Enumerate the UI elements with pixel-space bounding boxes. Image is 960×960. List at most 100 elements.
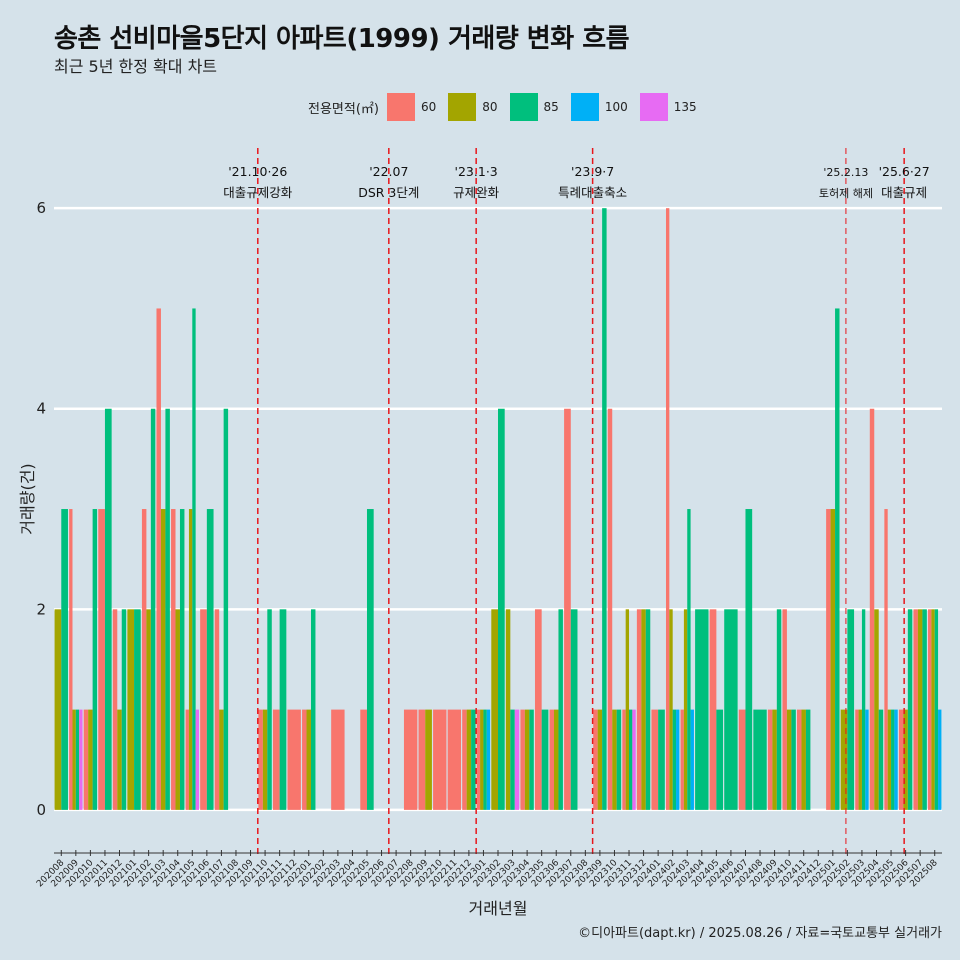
legend-item-135: 135 <box>639 93 697 121</box>
bar-202302-85 <box>498 408 505 810</box>
legend-swatch-85 <box>509 93 538 121</box>
bar-202112-60 <box>287 709 301 810</box>
y-tick-label: 6 <box>36 199 46 217</box>
bar-202208-60 <box>403 709 418 810</box>
event-date-0: '21.10·26 <box>228 164 287 179</box>
legend-swatch-80 <box>448 93 477 121</box>
bar-202209-80 <box>425 709 432 810</box>
legend-item-60: 60 <box>386 93 436 121</box>
bar-202008-85 <box>61 509 68 810</box>
legend-swatch-135 <box>639 93 668 121</box>
bar-202105-60 <box>185 709 189 810</box>
bar-202306-85 <box>558 609 563 810</box>
bar-202406-85 <box>724 609 738 810</box>
bar-202305-85 <box>541 709 549 810</box>
event-label-1: DSR 3단계 <box>358 185 419 200</box>
event-label-4: 토허제 해제 <box>819 186 873 200</box>
bar-202504-80 <box>874 609 879 810</box>
bar-202401-60 <box>651 709 659 810</box>
bar-202506-60 <box>898 709 904 810</box>
bar-202310-85 <box>616 709 622 810</box>
bar-202411-80 <box>801 709 806 810</box>
bar-202311-135 <box>632 709 636 810</box>
bar-202409-60 <box>767 709 773 810</box>
bar-202102-60 <box>141 509 147 810</box>
bar-202404-85 <box>695 609 709 810</box>
bar-202503-60 <box>855 709 859 810</box>
bar-202501-60 <box>826 509 831 810</box>
bar-202508-80 <box>931 609 935 810</box>
bar-202506-85 <box>907 609 913 810</box>
bar-202403-100 <box>690 709 694 810</box>
bar-202104-85 <box>179 509 185 810</box>
bar-202210-60 <box>433 709 447 810</box>
bar-202405-60 <box>709 609 717 810</box>
bar-202502-85 <box>847 609 855 810</box>
bar-202402-85 <box>672 709 677 810</box>
bar-202408-85 <box>753 709 767 810</box>
legend-item-80: 80 <box>448 93 498 121</box>
bar-202101-80 <box>127 609 135 810</box>
legend-item-100: 100 <box>570 93 628 121</box>
bar-202302-80 <box>491 609 498 810</box>
bar-202105-85 <box>192 308 196 810</box>
bar-202107-85 <box>223 408 229 810</box>
bar-202507-80 <box>917 609 923 810</box>
bar-202502-80 <box>840 709 848 810</box>
bar-202508-60 <box>928 609 932 810</box>
bar-202107-80 <box>219 709 224 810</box>
bar-202010-60 <box>83 709 89 810</box>
bar-202409-80 <box>772 709 777 810</box>
bar-202504-85 <box>878 709 884 810</box>
bar-202407-60 <box>738 709 746 810</box>
bar-202505-60 <box>884 509 888 810</box>
bar-202312-80 <box>641 609 646 810</box>
bar-202101-85 <box>134 609 141 810</box>
bar-202503-85 <box>861 609 866 810</box>
y-tick-label: 2 <box>36 600 46 618</box>
event-date-1: '22.07 <box>369 164 408 179</box>
bar-202301-85 <box>483 709 487 810</box>
bar-202105-80 <box>188 509 193 810</box>
bar-202505-85 <box>891 709 895 810</box>
bar-202504-60 <box>869 408 875 810</box>
bar-202303-135 <box>514 709 520 810</box>
bar-202501-85 <box>835 308 840 810</box>
bars <box>54 208 942 810</box>
legend-label-100: 100 <box>604 100 628 114</box>
bar-202411-85 <box>805 709 811 810</box>
bar-202106-85 <box>206 509 214 810</box>
event-date-5: '25.6·27 <box>879 164 930 179</box>
bar-202306-80 <box>553 709 559 810</box>
bar-202311-60 <box>622 709 626 810</box>
bar-202102-80 <box>146 609 151 810</box>
bar-202107-60 <box>214 609 220 810</box>
bar-202110-85 <box>267 609 272 810</box>
bar-202011-85 <box>104 408 112 810</box>
legend-swatch-100 <box>570 93 599 121</box>
bar-202402-80 <box>669 609 673 810</box>
bar-202305-60 <box>534 609 542 810</box>
bar-202104-80 <box>175 609 180 810</box>
bar-202508-85 <box>934 609 939 810</box>
bar-202009-85 <box>75 709 80 810</box>
bar-202111-60 <box>272 709 280 810</box>
bar-202507-85 <box>922 609 927 810</box>
bar-202410-60 <box>782 609 787 810</box>
bar-202403-60 <box>680 709 684 810</box>
bar-202307-85 <box>570 609 578 810</box>
bar-202011-60 <box>98 509 105 810</box>
bar-202501-80 <box>830 509 836 810</box>
bar-202111-85 <box>279 609 287 810</box>
legend-label-135: 135 <box>673 100 697 114</box>
event-label-0: 대출규제강화 <box>223 185 293 200</box>
legend-title: 전용면적(㎡) <box>308 101 379 117</box>
bar-202012-60 <box>112 609 118 810</box>
bar-202503-80 <box>858 709 862 810</box>
bar-202403-85 <box>687 509 691 810</box>
event-label-3: 특례대출축소 <box>558 185 627 200</box>
bar-202311-80 <box>625 609 630 810</box>
bar-202306-60 <box>549 709 554 810</box>
source-caption: ©디아파트(dapt.kr) / 2025.08.26 / 자료=국토교통부 실… <box>578 926 942 941</box>
